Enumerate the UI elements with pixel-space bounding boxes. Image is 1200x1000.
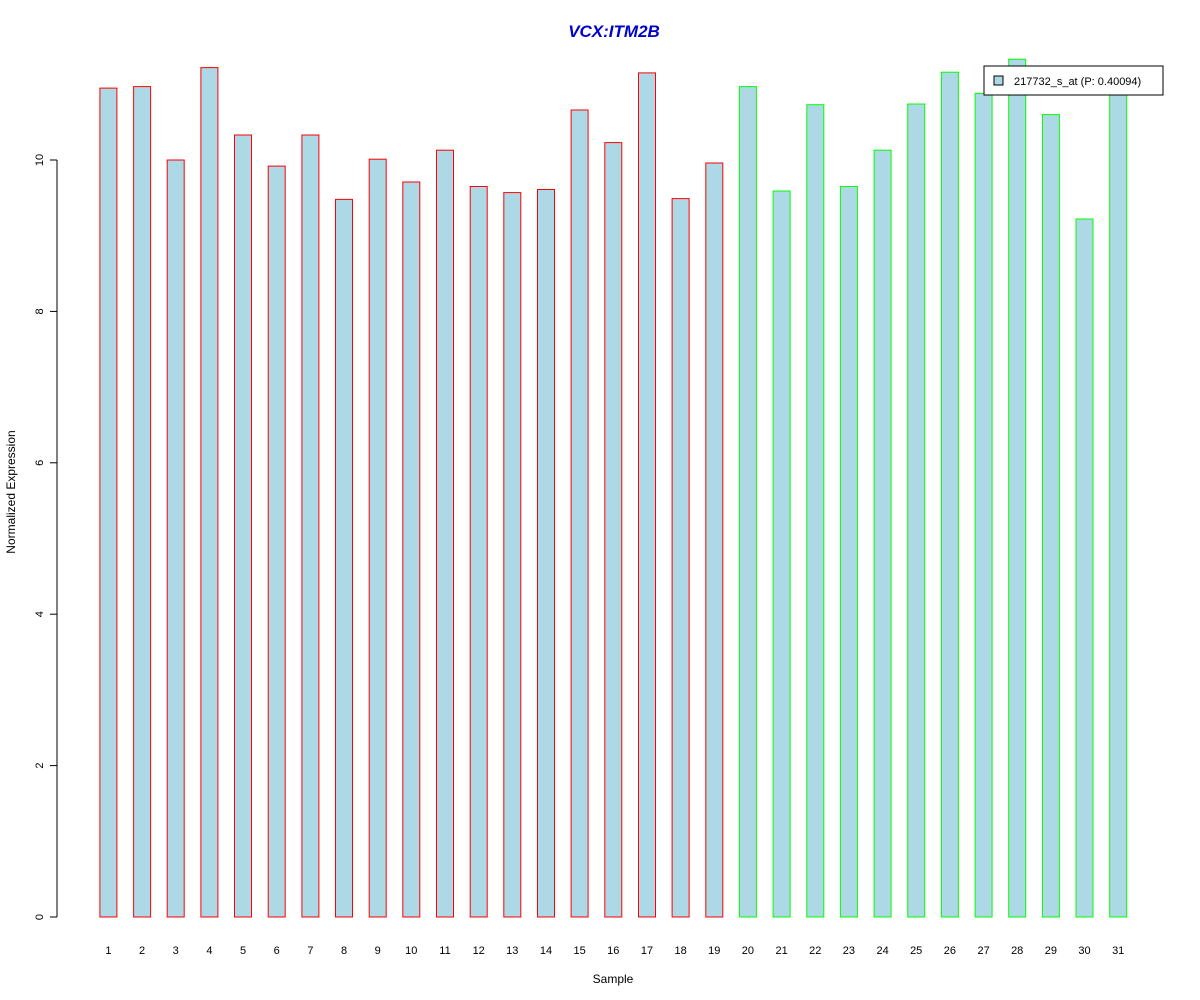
- bar-sample-11: [436, 149, 454, 918]
- x-tick-label: 2: [139, 945, 145, 957]
- x-tick-label: 18: [674, 945, 686, 957]
- bar-sample-26: [940, 71, 959, 918]
- bar-sample-13: [503, 192, 522, 918]
- bar-sample-18: [671, 198, 690, 918]
- x-tick-label: 17: [641, 945, 653, 957]
- x-tick-label: 25: [910, 945, 922, 957]
- chart-title: VCX:ITM2B: [568, 22, 660, 41]
- x-axis-label: Sample: [593, 972, 634, 986]
- bar-sample-19: [705, 162, 724, 918]
- y-tick-label: 8: [34, 308, 46, 314]
- legend-label: 217732_s_at (P: 0.40094): [1014, 76, 1141, 88]
- bar-sample-25: [907, 103, 926, 918]
- bar-sample-6: [267, 165, 286, 918]
- x-tick-label: 6: [274, 945, 280, 957]
- bar-sample-16: [604, 142, 623, 918]
- x-tick-label: 24: [876, 945, 888, 957]
- x-tick-label: 4: [206, 945, 212, 957]
- bar-sample-28: [1008, 58, 1027, 918]
- bar-sample-30: [1075, 218, 1094, 918]
- x-tick-label: 8: [341, 945, 347, 957]
- x-tick-label: 19: [708, 945, 720, 957]
- y-tick-label: 10: [34, 154, 46, 166]
- x-tick-label: 27: [977, 945, 989, 957]
- bar-sample-3: [166, 159, 185, 918]
- x-tick-label: 21: [775, 945, 787, 957]
- bar-sample-29: [1041, 114, 1060, 918]
- x-tick-label: 22: [809, 945, 821, 957]
- x-tick-label: 31: [1112, 945, 1124, 957]
- bar-sample-10: [402, 181, 421, 918]
- x-tick-label: 26: [944, 945, 956, 957]
- x-tick-label: 5: [240, 945, 246, 957]
- x-tick-label: 3: [173, 945, 179, 957]
- x-tick-label: 14: [540, 945, 552, 957]
- y-axis: 0 2 4 6 8 10: [34, 154, 58, 920]
- bar-sample-17: [638, 72, 656, 918]
- y-tick-label: 2: [34, 763, 46, 769]
- x-tick-label: 28: [1011, 945, 1023, 957]
- x-tick-label: 29: [1045, 945, 1057, 957]
- bar-sample-27: [974, 92, 993, 918]
- bar-sample-2: [133, 86, 152, 918]
- x-tick-label: 7: [307, 945, 313, 957]
- bar-sample-15: [570, 109, 589, 918]
- legend-box: [983, 65, 1164, 96]
- bar-sample-9: [368, 158, 387, 918]
- x-tick-label: 15: [573, 945, 585, 957]
- x-tick-label: 12: [473, 945, 485, 957]
- bar-sample-23: [839, 186, 858, 918]
- bar-sample-24: [873, 149, 892, 918]
- x-tick-label: 13: [506, 945, 518, 957]
- bar-sample-21: [772, 190, 791, 918]
- x-tick-label: 10: [405, 945, 417, 957]
- bar-sample-14: [537, 189, 555, 918]
- bar-sample-20: [738, 86, 757, 918]
- bars-group: [99, 58, 1128, 918]
- bar-sample-8: [335, 198, 353, 918]
- bar-sample-7: [301, 134, 320, 918]
- y-tick-label: 4: [34, 611, 46, 617]
- y-axis-label: Normalized Expression: [4, 430, 18, 553]
- x-tick-label: 1: [105, 945, 111, 957]
- bar-sample-22: [806, 104, 825, 918]
- legend-swatch: [993, 75, 1004, 86]
- bar-sample-12: [469, 186, 488, 918]
- legend: 217732_s_at (P: 0.40094): [983, 65, 1164, 96]
- x-tick-label: 9: [375, 945, 381, 957]
- y-tick-label: 6: [34, 460, 46, 466]
- bar-sample-4: [200, 67, 219, 918]
- x-tick-label: 11: [439, 945, 450, 957]
- x-tick-label: 20: [742, 945, 754, 957]
- x-tick-label: 16: [607, 945, 619, 957]
- y-tick-label: 0: [34, 914, 46, 920]
- bar-sample-1: [99, 87, 118, 918]
- x-tick-label: 30: [1078, 945, 1090, 957]
- x-tick-label: 23: [843, 945, 855, 957]
- x-tick-labels: 1 2 3 4 5 6 7 8 9 10 11 12 13 14 15 16 17 18 19 20 21 22 23 24 2…: [105, 945, 1124, 957]
- bar-sample-31: [1109, 85, 1128, 918]
- bar-sample-5: [234, 134, 252, 918]
